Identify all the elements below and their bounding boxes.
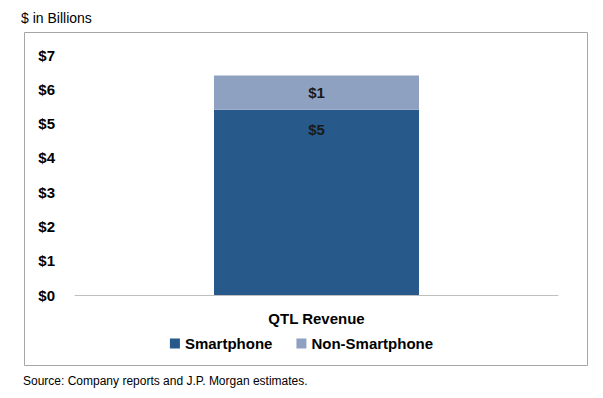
svg-text:$1: $1 xyxy=(308,84,325,101)
svg-text:$5: $5 xyxy=(308,121,325,138)
svg-text:Smartphone: Smartphone xyxy=(185,335,273,352)
svg-text:$6: $6 xyxy=(38,81,55,98)
svg-text:Source: Company reports and J.: Source: Company reports and J.P. Morgan … xyxy=(23,374,308,388)
svg-text:QTL Revenue: QTL Revenue xyxy=(268,310,364,327)
svg-text:$4: $4 xyxy=(38,149,55,166)
svg-text:$7: $7 xyxy=(38,47,55,64)
svg-text:$0: $0 xyxy=(38,287,55,304)
svg-text:$3: $3 xyxy=(38,184,55,201)
svg-text:$5: $5 xyxy=(38,115,55,132)
svg-text:$2: $2 xyxy=(38,218,55,235)
svg-text:Non-Smartphone: Non-Smartphone xyxy=(311,335,433,352)
svg-text:$1: $1 xyxy=(38,252,55,269)
svg-text:$ in Billions: $ in Billions xyxy=(21,10,92,26)
